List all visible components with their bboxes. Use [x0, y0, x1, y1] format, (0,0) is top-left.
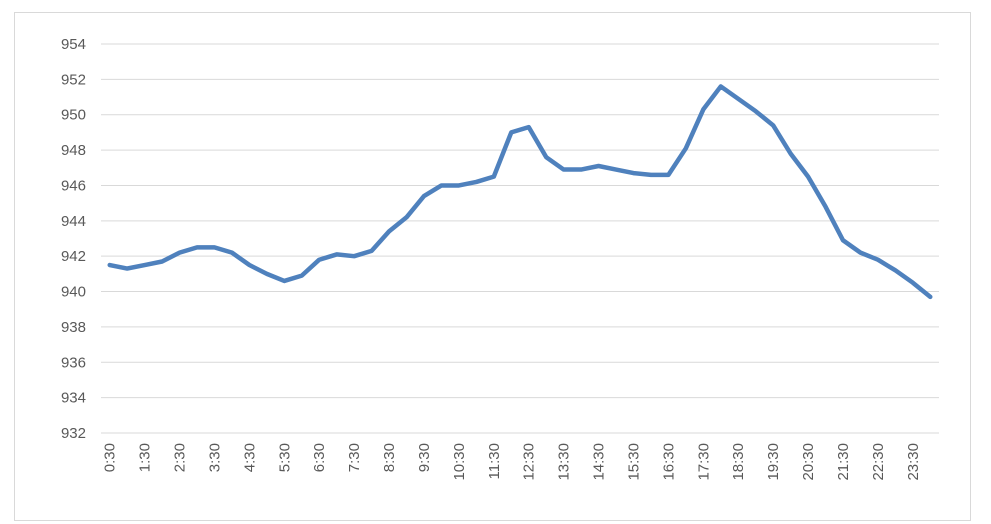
x-tick-label: 10:30: [451, 443, 468, 481]
x-tick-label: 8:30: [381, 443, 398, 472]
y-tick-label: 934: [61, 390, 86, 407]
x-tick-label: 19:30: [765, 443, 782, 481]
x-tick-label: 7:30: [346, 443, 363, 472]
y-tick-label: 952: [61, 71, 86, 88]
x-tick-label: 20:30: [800, 443, 817, 481]
y-tick-label: 950: [61, 107, 86, 124]
y-tick-label: 942: [61, 248, 86, 265]
line-series: [107, 84, 933, 300]
x-tick-label: 11:30: [486, 443, 503, 479]
x-tick-label: 22:30: [870, 443, 887, 481]
x-tick-label: 0:30: [102, 443, 119, 472]
x-tick-label: 18:30: [730, 443, 747, 481]
chart-border: [14, 12, 971, 521]
y-tick-label: 938: [61, 319, 86, 336]
x-tick-label: 23:30: [905, 443, 922, 481]
y-tick-label: 940: [61, 284, 86, 301]
x-tick-label: 21:30: [835, 443, 852, 481]
x-tick-label: 3:30: [206, 443, 223, 472]
y-tick-label: 954: [61, 36, 86, 53]
x-tick-label: 5:30: [276, 443, 293, 472]
x-tick-label: 4:30: [241, 443, 258, 472]
x-tick-label: 2:30: [172, 443, 189, 472]
x-tick-label: 17:30: [695, 443, 712, 481]
x-tick-label: 6:30: [311, 443, 328, 472]
x-tick-label: 13:30: [556, 443, 573, 481]
x-tick-label: 16:30: [660, 443, 677, 481]
x-tick-label: 14:30: [591, 443, 608, 481]
y-tick-label: 932: [61, 425, 86, 442]
x-tick-label: 1:30: [137, 443, 154, 472]
x-tick-label: 9:30: [416, 443, 433, 472]
x-tick-label: 12:30: [521, 443, 538, 481]
x-tick-label: 15:30: [625, 443, 642, 481]
y-tick-label: 936: [61, 354, 86, 371]
y-tick-label: 946: [61, 177, 86, 194]
y-tick-label: 948: [61, 142, 86, 159]
y-tick-label: 944: [61, 213, 86, 230]
